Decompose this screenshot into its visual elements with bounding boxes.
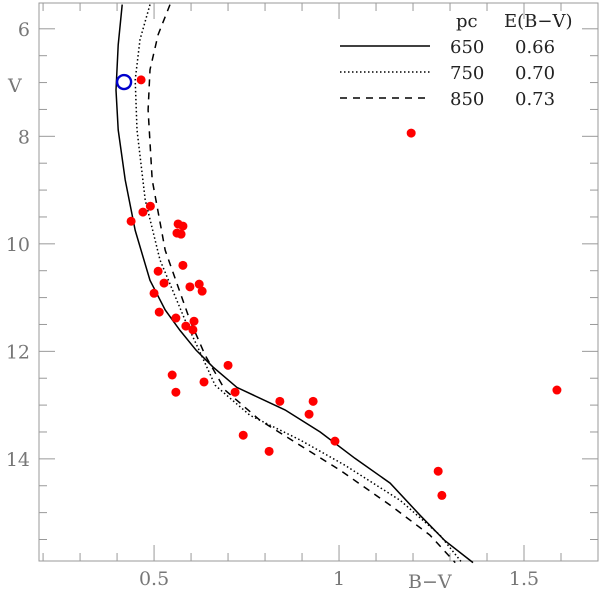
legend-pc-750: 750	[450, 63, 484, 84]
star-point	[189, 316, 199, 326]
star-point	[437, 490, 447, 500]
star-point	[406, 128, 416, 138]
x-tick-label: 0.5	[139, 568, 169, 590]
star-point	[199, 377, 209, 387]
legend-ebv-066: 0.66	[515, 37, 555, 58]
legend-ebv-070: 0.70	[515, 63, 555, 84]
legend: pc E(B−V) 650 0.66 750 0.70 850 0.73	[340, 11, 573, 110]
star-point	[264, 446, 274, 456]
x-tick-label: 1.5	[509, 568, 539, 590]
star-point	[154, 307, 164, 317]
star-point	[136, 75, 146, 85]
star-point	[178, 260, 188, 270]
highlighted-star-marker	[115, 73, 133, 91]
star-point	[304, 409, 314, 419]
star-point	[138, 207, 148, 217]
y-tick-label: 8	[18, 126, 30, 148]
y-tick-label: 14	[6, 449, 30, 471]
legend-ebv-073: 0.73	[515, 89, 555, 110]
star-point	[176, 229, 186, 239]
x-tick-label: 1	[333, 568, 345, 590]
star-point	[230, 387, 240, 397]
y-tick-label: 10	[6, 234, 30, 256]
legend-header-ebv: E(B−V)	[504, 11, 573, 32]
star-point	[145, 201, 155, 211]
star-point	[188, 325, 198, 335]
star-point	[275, 396, 285, 406]
star-point	[185, 282, 195, 292]
star-point	[181, 321, 191, 331]
star-point	[433, 466, 443, 476]
y-tick-label: 6	[18, 19, 30, 41]
star-point	[149, 288, 159, 298]
legend-header-pc: pc	[456, 11, 478, 32]
plot-frame	[38, 2, 599, 562]
isochrone-solid	[115, 4, 474, 564]
star-point	[197, 286, 207, 296]
y-tick-label: 12	[6, 341, 30, 363]
isochrone-dotted	[134, 4, 463, 564]
star-point	[552, 385, 562, 395]
star-point	[153, 266, 163, 276]
isochrone-dashed	[147, 4, 456, 564]
legend-pc-850: 850	[450, 89, 484, 110]
star-point	[330, 436, 340, 446]
star-point	[171, 387, 181, 397]
star-point	[238, 430, 248, 440]
y-axis-label: V	[7, 75, 22, 97]
star-point	[171, 313, 181, 323]
star-point	[308, 396, 318, 406]
star-point	[159, 278, 169, 288]
x-axis-label: B−V	[408, 571, 452, 593]
star-point	[167, 370, 177, 380]
star-point	[194, 279, 204, 289]
star-point	[178, 221, 188, 231]
star-point	[126, 216, 136, 226]
legend-pc-650: 650	[450, 37, 484, 58]
star-point	[223, 360, 233, 370]
